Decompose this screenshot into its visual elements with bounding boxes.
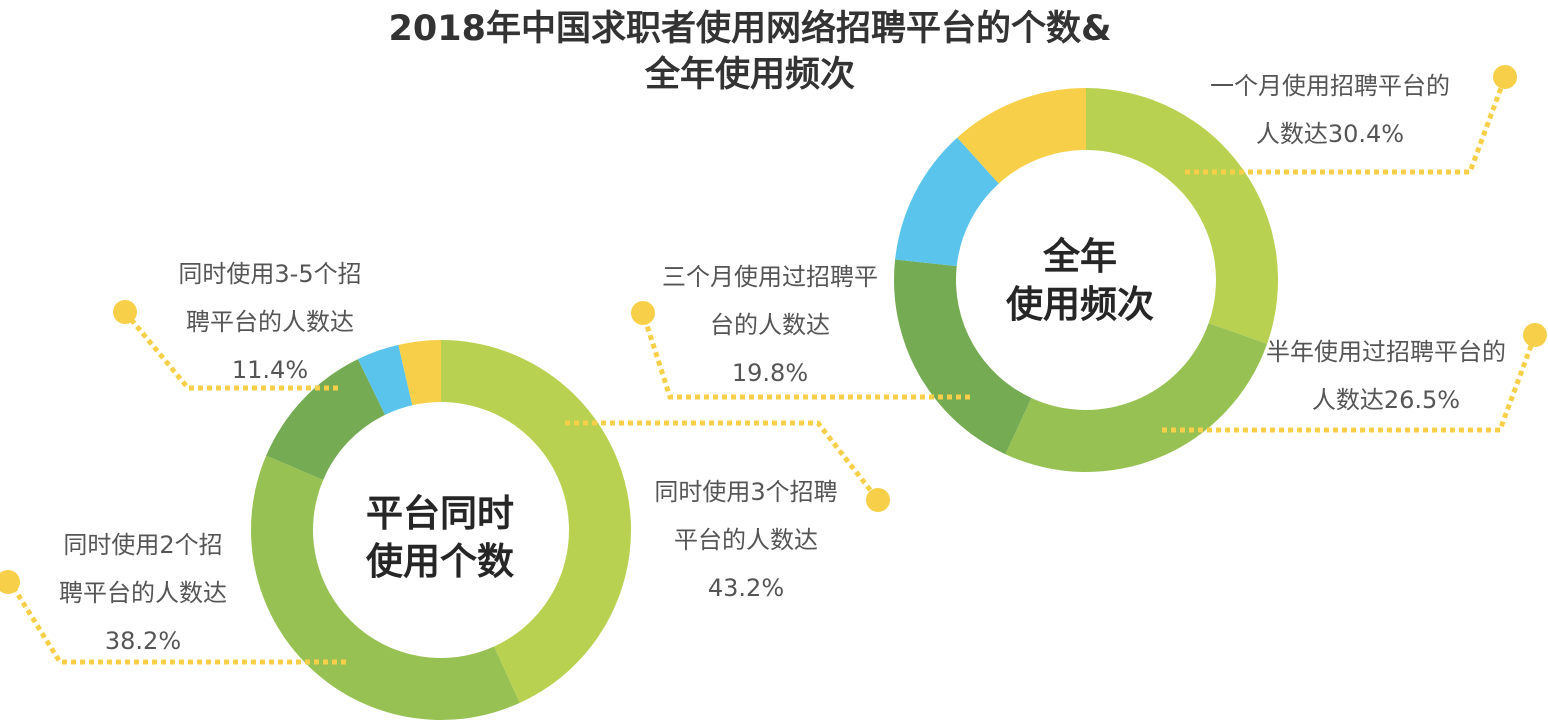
label-half-year: 半年使用过招聘平台的 人数达26.5% [1266,338,1506,414]
connector-2-platforms-line [9,583,346,665]
label-3-platforms: 同时使用3个招聘 平台的人数达 43.2% [654,478,838,602]
donut2-center-label: 全年 使用频次 [1006,235,1154,326]
platforms-slice-2 [250,455,520,720]
platforms-slice-3 [266,359,386,480]
title-line-2: 全年使用频次 [644,55,855,95]
connector-2-platforms-dot [0,570,20,594]
connector-3-5-platforms-line [123,310,338,391]
frequency-slice-4 [895,137,999,267]
donut1-center-label: 平台同时 使用个数 [366,492,514,583]
connector-monthly-line [1185,76,1508,175]
connector-half-year-dot [1523,323,1547,347]
platforms-slice-5 [398,340,441,406]
connector-3-5-platforms-dot [113,300,137,324]
title-line-1: 2018年中国求职者使用网络招聘平台的个数& [388,9,1112,49]
frequency-slice-3 [893,259,1032,455]
label-three-months: 三个月使用过招聘平 台的人数达 19.8% [662,263,878,387]
connector-three-months-line [640,312,970,400]
connector-half-year-line [1162,334,1538,433]
connector-3-platforms-dot [866,488,890,512]
label-2-platforms: 同时使用2个招 聘平台的人数达 38.2% [59,531,227,655]
connector-monthly-dot [1493,65,1517,89]
platforms-slice-1 [441,340,632,703]
label-3-5-platforms: 同时使用3-5个招 聘平台的人数达 11.4% [178,260,362,384]
frequency-slice-5 [957,88,1086,184]
chart-title: 2018年中国求职者使用网络招聘平台的个数& 全年使用频次 [0,6,1500,98]
platforms-slice-4 [357,344,413,415]
frequency-slice-2 [1005,323,1268,473]
label-monthly: 一个月使用招聘平台的 人数达30.4% [1210,72,1450,148]
connector-three-months-dot [631,301,655,325]
connector-3-platforms-line [565,420,880,502]
frequency-slice-1 [1086,88,1278,344]
